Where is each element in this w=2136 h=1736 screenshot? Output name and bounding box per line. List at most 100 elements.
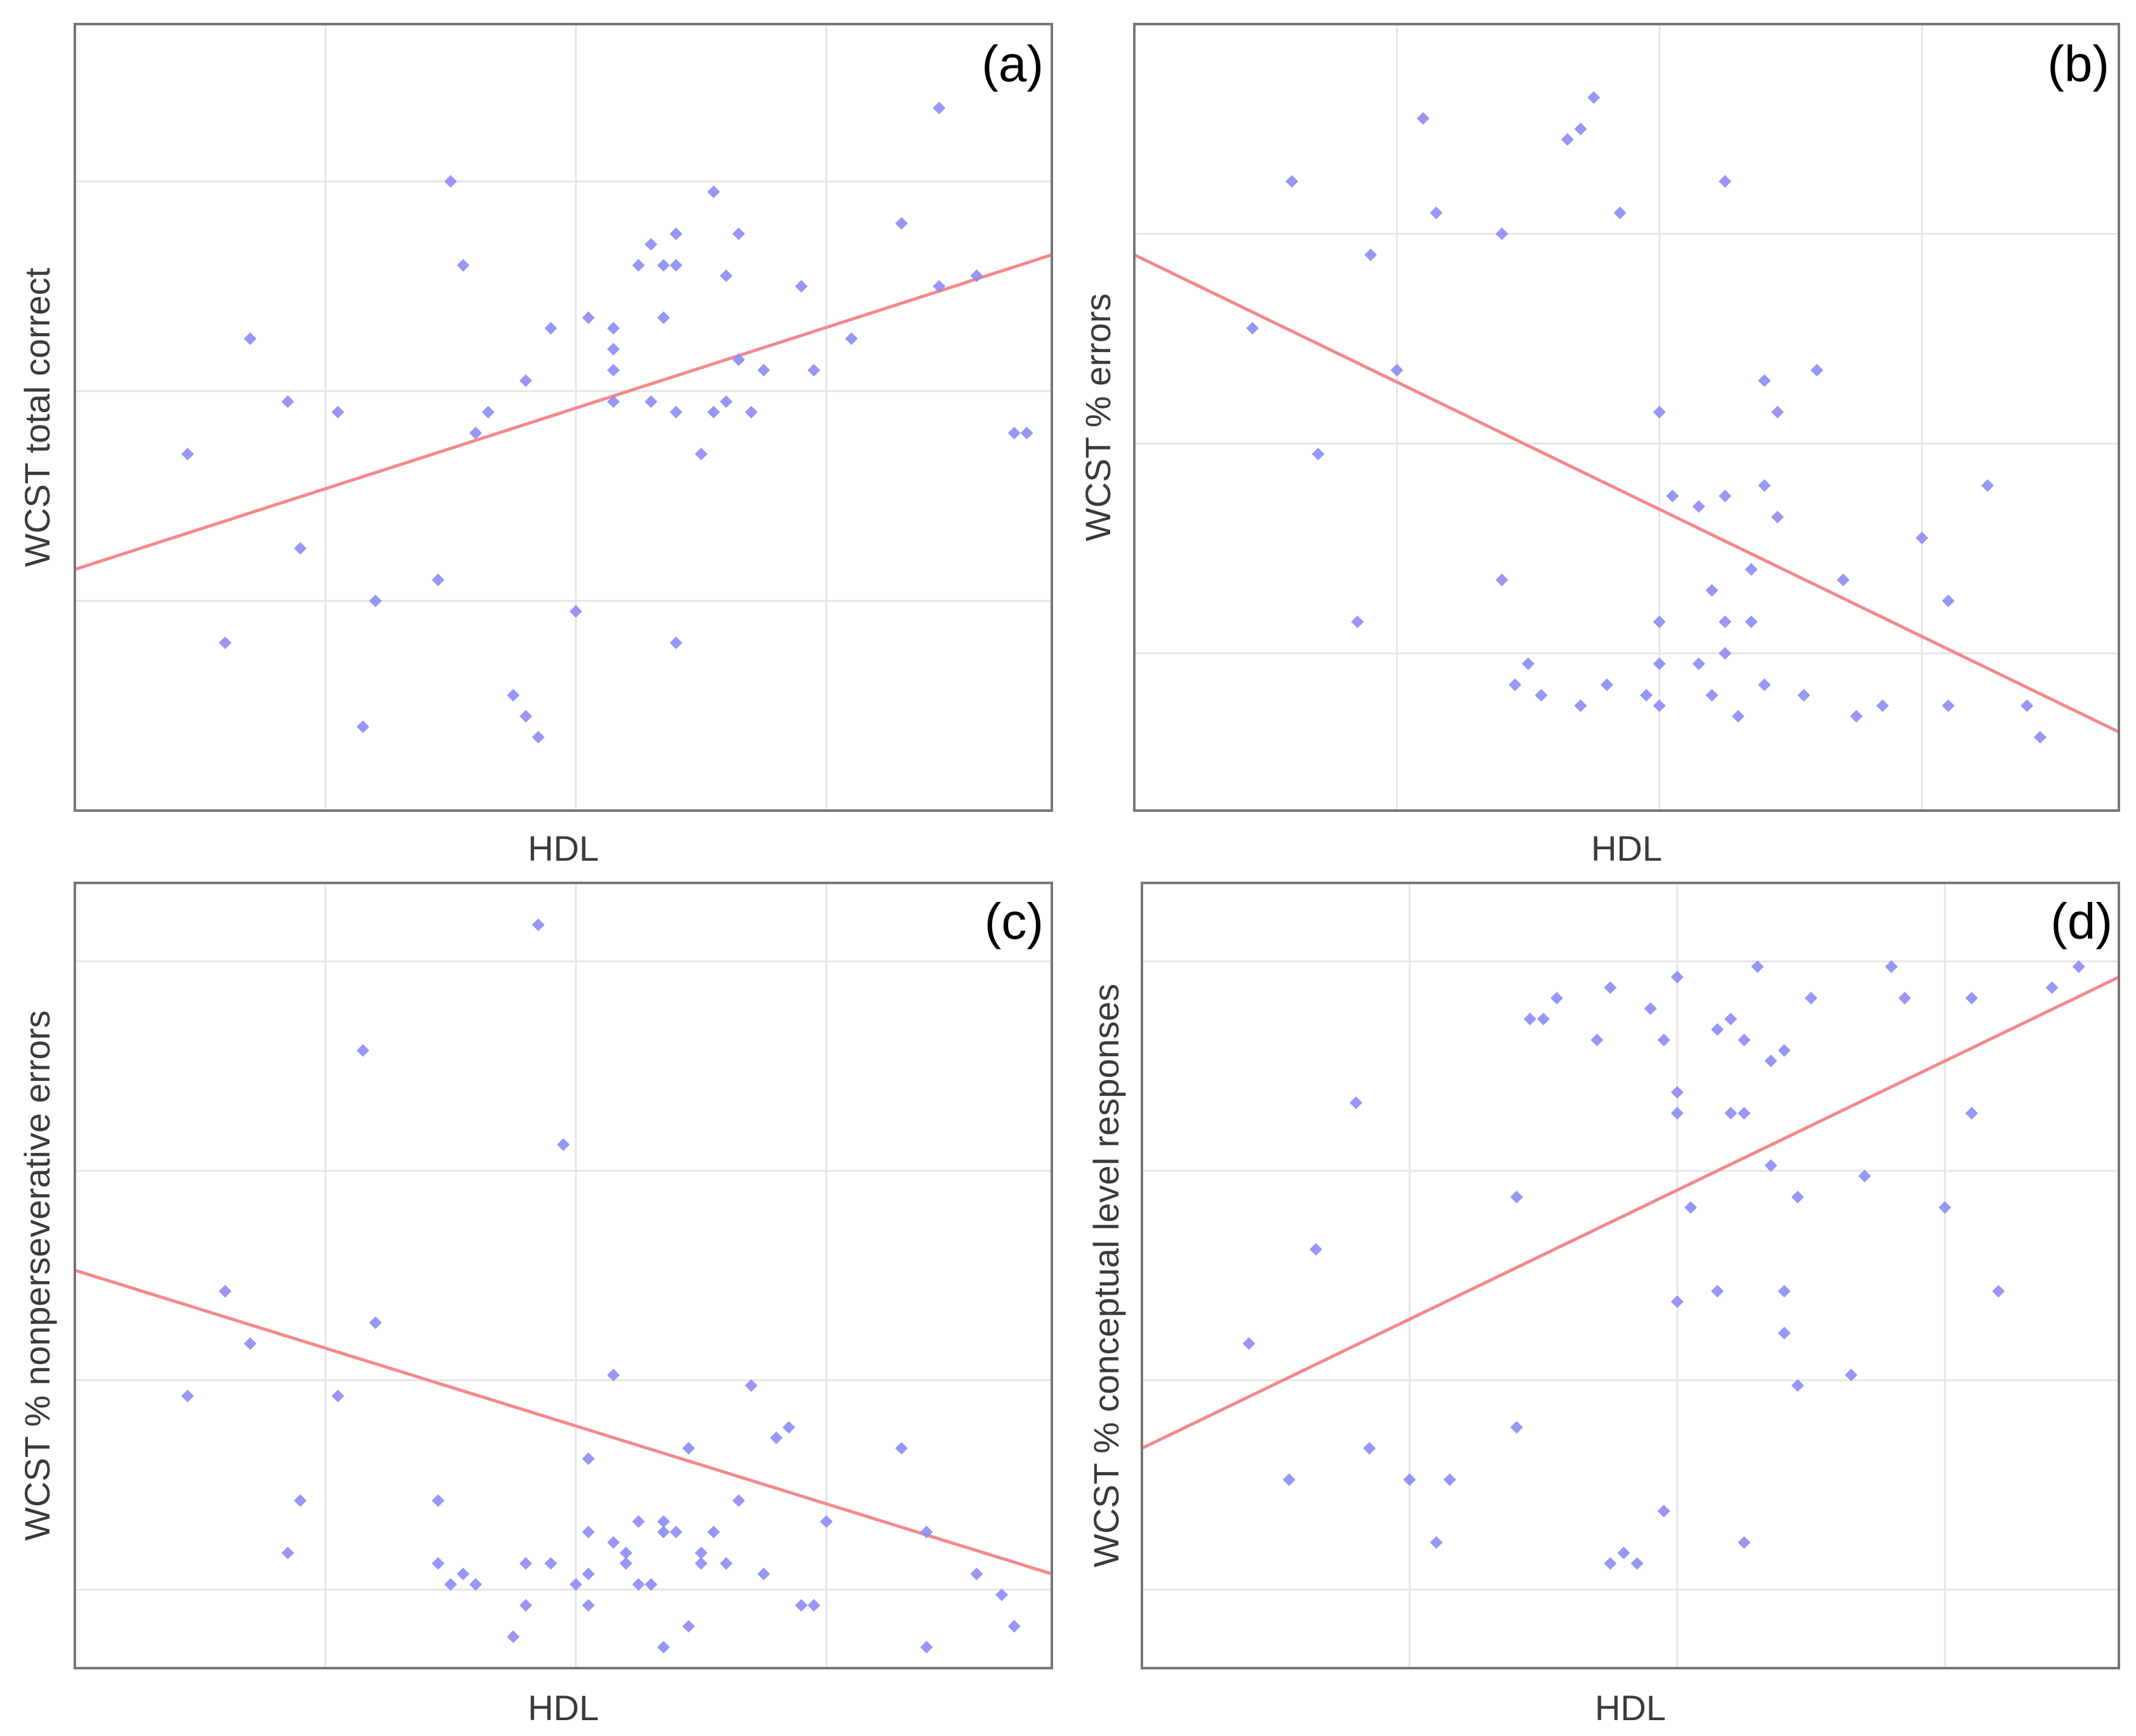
data-point-b-42: [1811, 363, 1824, 377]
plot-frame-d: [1141, 882, 2120, 1669]
data-point-d-38: [1778, 1044, 1791, 1057]
data-point-d-1: [1283, 1473, 1296, 1486]
data-point-a-33: [695, 447, 708, 460]
data-point-b-44: [1850, 710, 1863, 723]
data-point-d-47: [1965, 1107, 1978, 1120]
data-point-c-50: [920, 1640, 933, 1654]
data-point-c-47: [807, 1598, 820, 1612]
data-point-d-3: [1349, 1096, 1363, 1109]
data-point-a-45: [895, 217, 908, 230]
data-point-a-16: [532, 731, 545, 744]
data-point-b-41: [1797, 689, 1811, 702]
data-point-a-26: [645, 395, 658, 408]
y-axis-title-c: WCST % nonperseverative errors: [17, 1010, 57, 1541]
data-point-d-46: [1938, 1201, 1951, 1214]
data-point-c-18: [557, 1138, 570, 1151]
data-point-a-35: [707, 185, 720, 199]
data-point-c-36: [682, 1442, 695, 1455]
data-point-c-6: [357, 1044, 370, 1057]
data-point-d-29: [1724, 1012, 1738, 1026]
data-point-b-5: [1390, 363, 1403, 377]
data-point-c-1: [218, 1284, 232, 1298]
data-point-c-19: [569, 1577, 582, 1591]
data-point-a-38: [732, 227, 745, 240]
data-point-c-21: [582, 1525, 595, 1539]
data-point-c-42: [745, 1379, 758, 1392]
data-point-a-34: [707, 405, 720, 419]
fit-layer-a: [74, 253, 1052, 571]
data-point-c-9: [431, 1557, 445, 1570]
plot-frame-c: [74, 882, 1053, 1669]
data-point-d-15: [1604, 981, 1617, 995]
panel-c: (c) HDL WCST % nonperseverative errors: [17, 882, 1053, 1728]
data-point-b-32: [1719, 175, 1732, 188]
data-point-a-39: [732, 353, 745, 367]
data-point-b-43: [1837, 573, 1850, 587]
data-point-d-39: [1791, 1379, 1804, 1392]
plot-frame-b: [1133, 23, 2120, 812]
data-point-c-32: [657, 1515, 670, 1528]
data-point-b-31: [1719, 647, 1732, 660]
data-point-a-2: [244, 332, 257, 345]
points-layer-a: [181, 101, 1033, 744]
data-point-c-45: [782, 1421, 796, 1434]
data-point-a-22: [606, 343, 620, 356]
data-point-d-26: [1711, 1284, 1724, 1298]
data-point-c-35: [682, 1619, 695, 1633]
data-point-d-44: [1885, 960, 1898, 974]
data-point-a-30: [669, 227, 683, 240]
x-axis-title-d: HDL: [1595, 1688, 1666, 1728]
data-point-c-16: [532, 918, 545, 932]
data-point-a-15: [519, 374, 532, 388]
data-point-c-5: [331, 1389, 344, 1402]
fit-layer-c: [74, 1269, 1052, 1576]
data-point-d-14: [1604, 1557, 1617, 1570]
data-point-a-21: [606, 363, 620, 377]
data-point-c-53: [995, 1588, 1009, 1602]
data-point-b-6: [1417, 112, 1430, 125]
data-point-b-3: [1351, 615, 1364, 629]
data-point-b-0: [1246, 322, 1259, 335]
panel-label-d: (d): [2050, 893, 2113, 950]
data-point-a-1: [218, 636, 232, 649]
data-point-b-48: [1941, 699, 1955, 712]
data-point-a-31: [669, 405, 683, 419]
fit-layer-b: [1133, 253, 2120, 734]
data-point-b-34: [1745, 615, 1758, 629]
data-point-a-27: [657, 259, 670, 272]
data-point-d-21: [1670, 1295, 1684, 1309]
data-point-d-35: [1764, 1054, 1778, 1067]
data-point-a-3: [281, 395, 294, 408]
data-point-c-14: [519, 1557, 532, 1570]
data-point-b-10: [1509, 678, 1522, 691]
y-axis-title-a: WCST total correct: [17, 268, 57, 567]
data-point-a-7: [369, 594, 382, 608]
data-point-d-37: [1778, 1326, 1791, 1340]
data-point-a-4: [294, 542, 307, 555]
data-point-a-44: [845, 332, 858, 345]
data-point-d-42: [1845, 1368, 1858, 1381]
data-point-a-19: [582, 311, 595, 324]
data-point-c-17: [544, 1557, 558, 1570]
plot-frame-a: [74, 23, 1053, 812]
data-point-b-49: [1981, 479, 1995, 492]
data-point-d-25: [1684, 1201, 1697, 1214]
data-point-b-28: [1705, 689, 1719, 702]
data-point-c-43: [757, 1567, 770, 1581]
data-point-a-42: [795, 280, 808, 293]
data-point-b-21: [1653, 615, 1666, 629]
data-point-d-50: [2045, 981, 2059, 995]
data-point-c-12: [469, 1577, 482, 1591]
data-point-c-8: [431, 1494, 445, 1507]
data-point-c-20: [582, 1567, 595, 1581]
data-point-d-2: [1309, 1243, 1323, 1256]
data-point-d-8: [1510, 1421, 1523, 1434]
data-point-d-16: [1617, 1546, 1630, 1560]
data-point-b-23: [1653, 699, 1666, 712]
data-point-b-35: [1745, 563, 1758, 576]
data-point-c-26: [619, 1546, 632, 1560]
data-point-c-23: [582, 1452, 595, 1465]
data-point-c-24: [606, 1536, 620, 1549]
data-point-b-30: [1719, 615, 1732, 629]
